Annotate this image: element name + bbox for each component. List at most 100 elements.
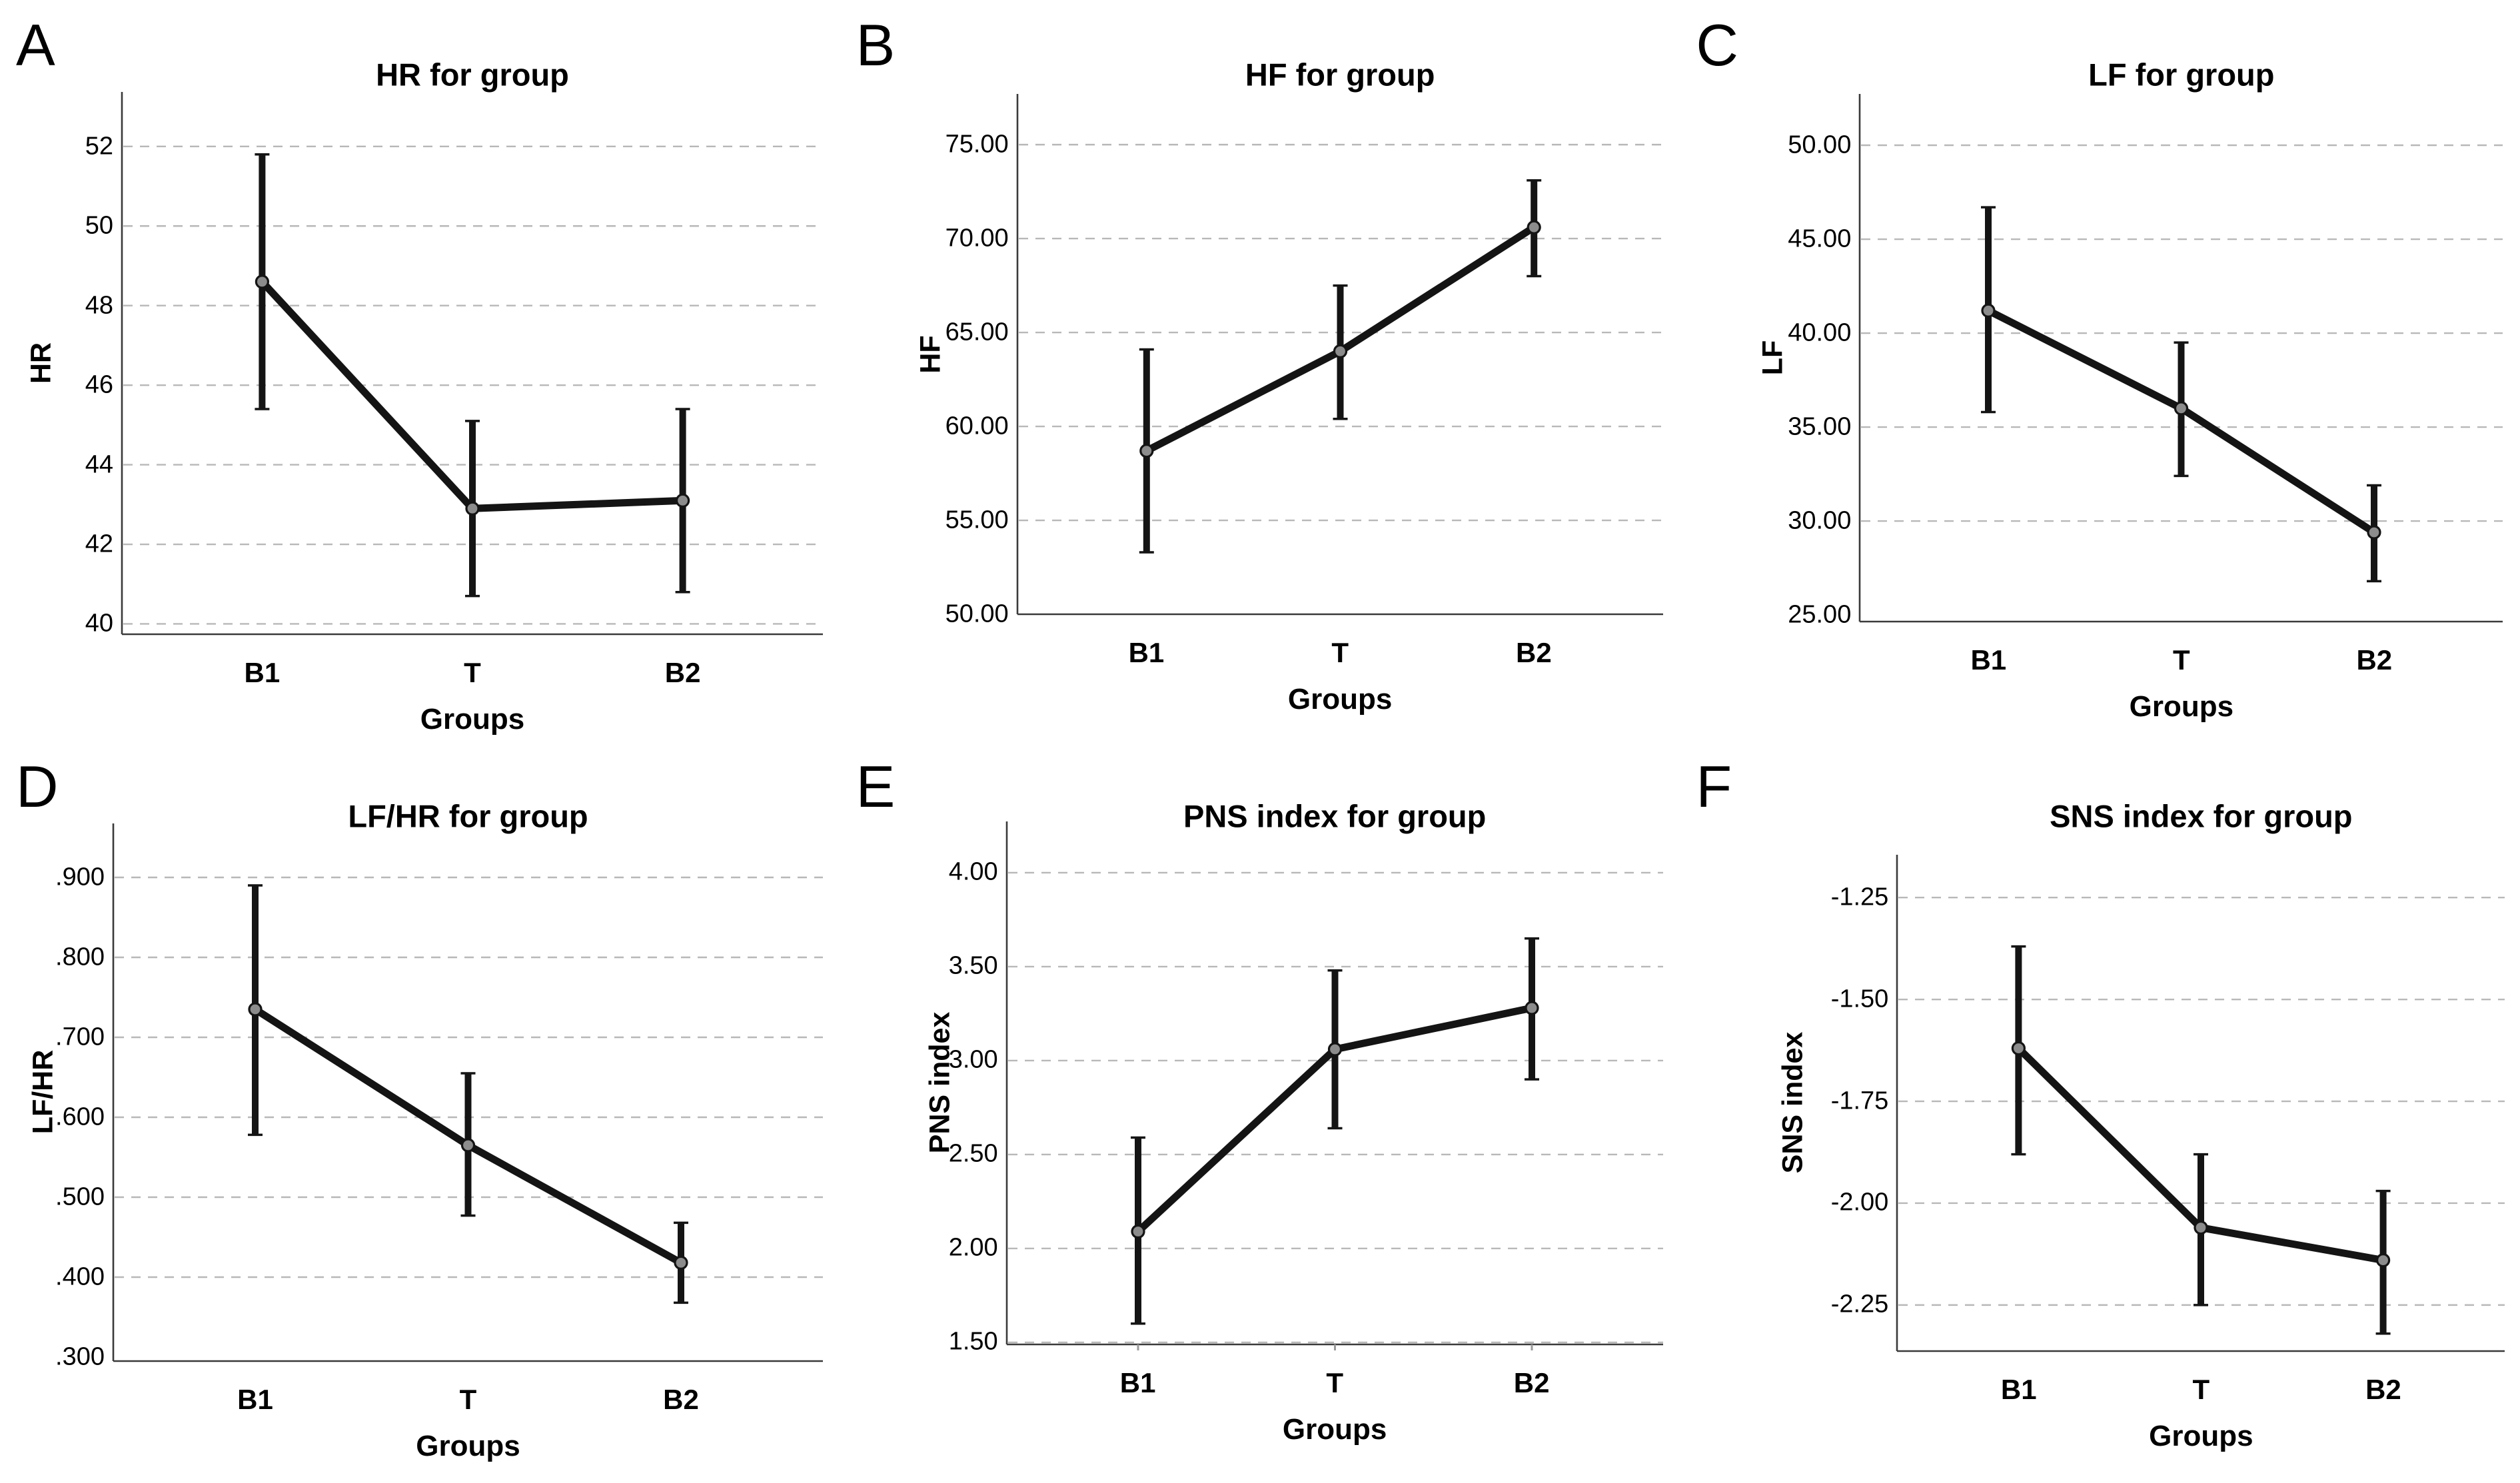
chart-title: PNS index for group bbox=[1183, 798, 1487, 833]
x-tick-label: B2 bbox=[663, 1383, 699, 1415]
y-tick-label: 46 bbox=[85, 370, 113, 399]
data-point-marker bbox=[2012, 1041, 2026, 1055]
panel-letter: F bbox=[1696, 753, 1732, 819]
y-tick-label: .400 bbox=[55, 1262, 105, 1290]
y-tick-label: .600 bbox=[55, 1103, 105, 1131]
y-tick-label: 65.00 bbox=[945, 318, 1009, 346]
panel-lf-hr: D LF/HR for group LF/HR Groups .300.400.… bbox=[0, 742, 840, 1483]
x-tick-label: T bbox=[2192, 1373, 2210, 1405]
x-tick-label: B2 bbox=[2356, 644, 2393, 676]
x-axis-label: Groups bbox=[1287, 683, 1393, 716]
x-tick-label: B2 bbox=[2365, 1373, 2401, 1405]
x-tick-label: B1 bbox=[1119, 1366, 1156, 1398]
x-tick-label: T bbox=[464, 657, 481, 688]
x-tick-label: T bbox=[1331, 637, 1349, 668]
data-point-marker bbox=[460, 1137, 476, 1153]
chart-title: SNS index for group bbox=[2050, 798, 2353, 833]
chart-plot bbox=[1896, 854, 2505, 1352]
data-point-marker bbox=[1333, 344, 1347, 358]
x-tick-label: T bbox=[2173, 644, 2190, 676]
y-tick-label: 4.00 bbox=[948, 857, 998, 886]
x-tick-label: B2 bbox=[664, 657, 701, 688]
data-point-marker bbox=[1525, 1000, 1539, 1015]
y-tick-label: 45.00 bbox=[1788, 225, 1852, 253]
x-tick-label: T bbox=[459, 1383, 477, 1415]
chart-title: LF for group bbox=[2088, 57, 2275, 93]
y-tick-label: 35.00 bbox=[1788, 412, 1852, 441]
y-tick-label: 75.00 bbox=[945, 130, 1009, 159]
y-tick-label: .900 bbox=[55, 863, 105, 891]
x-axis-label: Groups bbox=[1282, 1412, 1387, 1446]
y-tick-label: -1.25 bbox=[1830, 883, 1889, 911]
x-axis-label: Groups bbox=[2149, 1419, 2253, 1452]
data-point-marker bbox=[2194, 1220, 2208, 1235]
panel-hf: B HF for group HF Groups 50.00 55.00 60.00… bbox=[840, 0, 1680, 742]
x-tick-label: B2 bbox=[1515, 637, 1552, 668]
x-tick-label: B1 bbox=[237, 1383, 273, 1415]
data-point-marker bbox=[465, 501, 480, 516]
data-point-marker bbox=[2376, 1252, 2391, 1267]
y-tick-label: .500 bbox=[55, 1183, 105, 1211]
data-point-marker bbox=[2367, 525, 2381, 540]
chart-plot bbox=[1016, 94, 1663, 616]
panel-letter: B bbox=[856, 12, 896, 78]
y-tick-label: 48 bbox=[85, 291, 113, 320]
chart-title: HR for group bbox=[376, 57, 569, 93]
panel-lf: C LF for group LF Groups 25.00 30.00 35.00… bbox=[1680, 0, 2520, 742]
y-tick-label: 1.50 bbox=[948, 1327, 998, 1356]
y-tick-label: .300 bbox=[55, 1342, 105, 1370]
data-point-marker bbox=[1527, 220, 1541, 235]
y-tick-label: .700 bbox=[55, 1023, 105, 1051]
data-point-marker bbox=[1139, 444, 1154, 458]
chart-plot bbox=[1005, 821, 1663, 1350]
data-point-marker bbox=[674, 1255, 688, 1270]
y-tick-label: 60.00 bbox=[945, 412, 1009, 440]
x-tick-label: B1 bbox=[1128, 637, 1165, 668]
y-tick-label: 50.00 bbox=[945, 600, 1009, 628]
x-axis-label: Groups bbox=[420, 703, 525, 736]
chart-title: LF/HR for group bbox=[348, 798, 588, 833]
panel-sns-index: F SNS index for group SNS index Groups -… bbox=[1680, 742, 2520, 1483]
x-tick-label: B1 bbox=[1970, 644, 2007, 676]
chart-plot bbox=[112, 823, 823, 1362]
data-point-marker bbox=[1131, 1224, 1145, 1238]
y-tick-label: 25.00 bbox=[1788, 600, 1852, 629]
x-tick-label: B1 bbox=[244, 657, 281, 688]
y-tick-label: 3.50 bbox=[948, 951, 998, 980]
chart-plot bbox=[1859, 94, 2503, 623]
x-tick-label: B1 bbox=[2000, 1373, 2037, 1405]
y-tick-label: -1.75 bbox=[1830, 1087, 1889, 1115]
y-tick-label: 30.00 bbox=[1788, 506, 1852, 535]
chart-plot bbox=[121, 92, 823, 636]
x-tick-label: T bbox=[1326, 1366, 1343, 1398]
y-tick-label: 2.00 bbox=[948, 1233, 998, 1262]
chart-title: HF for group bbox=[1245, 57, 1435, 93]
y-tick-label: 70.00 bbox=[945, 224, 1009, 252]
data-point-marker bbox=[1327, 1041, 1342, 1057]
y-tick-label: 50 bbox=[85, 211, 113, 240]
data-point-marker bbox=[248, 1001, 263, 1017]
y-tick-label: .800 bbox=[55, 943, 105, 971]
y-tick-label: 52 bbox=[85, 132, 113, 161]
data-point-marker bbox=[255, 274, 269, 289]
y-tick-label: -1.50 bbox=[1830, 985, 1889, 1013]
x-tick-label: B2 bbox=[1513, 1366, 1550, 1398]
y-tick-label: 40.00 bbox=[1788, 318, 1852, 347]
x-axis-label: Groups bbox=[416, 1429, 520, 1462]
y-tick-label: -2.00 bbox=[1830, 1188, 1889, 1217]
y-tick-label: 50.00 bbox=[1788, 131, 1852, 159]
panel-letter: C bbox=[1696, 12, 1738, 78]
data-point-marker bbox=[1981, 303, 1996, 318]
panel-letter: D bbox=[16, 753, 59, 819]
y-tick-label: 55.00 bbox=[945, 506, 1009, 534]
panel-hr: A HR for group HR Groups 40 42 44 46 48 50 52 B… bbox=[0, 0, 840, 742]
panel-pns-index: E PNS index for group PNS index Groups 1… bbox=[840, 742, 1680, 1483]
x-axis-label: Groups bbox=[2129, 690, 2234, 723]
y-tick-label: -2.25 bbox=[1830, 1290, 1889, 1318]
panel-letter: A bbox=[16, 12, 55, 78]
y-tick-label: 3.00 bbox=[948, 1045, 998, 1074]
y-tick-label: 40 bbox=[85, 609, 113, 638]
y-tick-label: 2.50 bbox=[948, 1139, 998, 1168]
y-tick-label: 44 bbox=[85, 450, 113, 479]
